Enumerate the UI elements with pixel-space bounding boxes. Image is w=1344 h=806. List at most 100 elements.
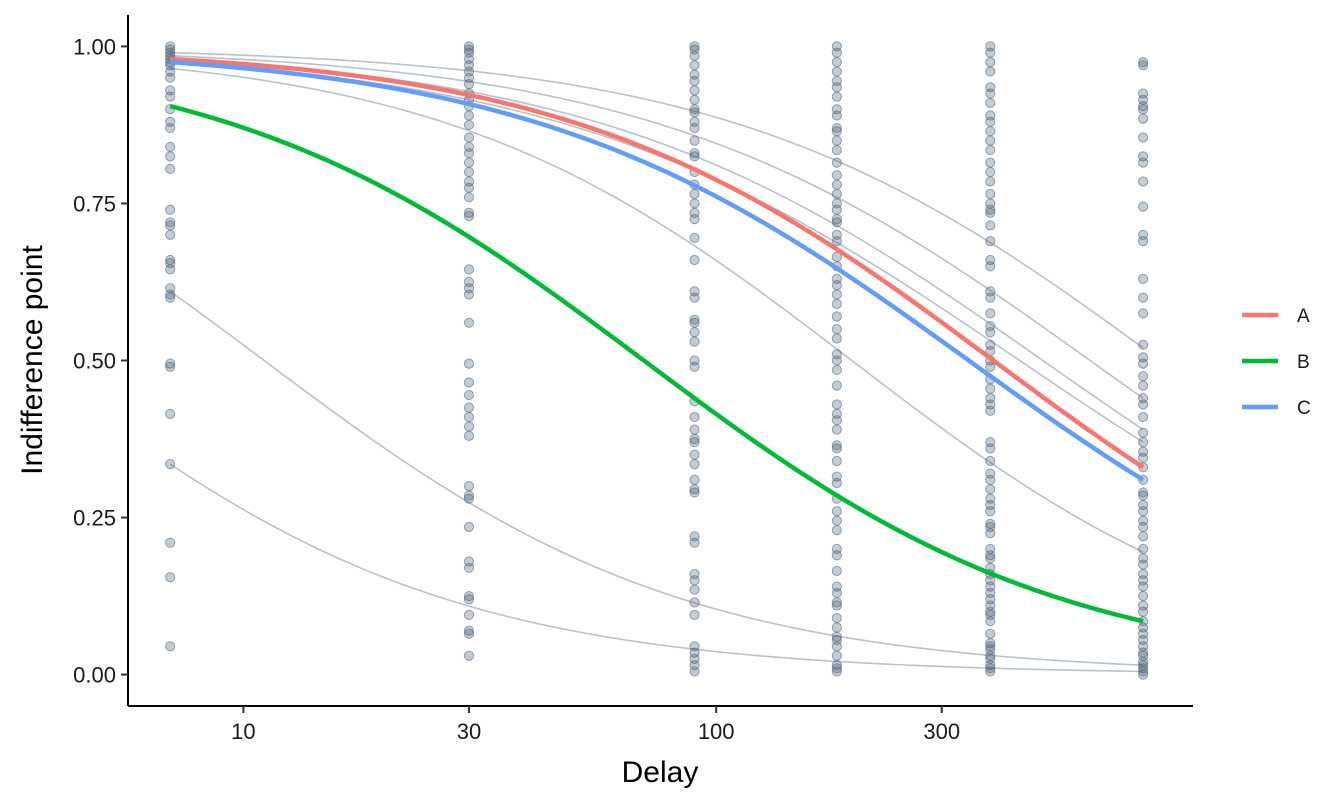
data-point [831,525,842,536]
data-point [165,289,176,300]
data-point [985,220,996,231]
data-point [1138,60,1149,71]
data-point [1138,358,1149,369]
data-point [689,327,700,338]
data-point [831,204,842,215]
data-point [985,550,996,561]
data-point [831,280,842,291]
individual-curve [170,55,1144,399]
data-point [1138,371,1149,382]
data-point [831,170,842,181]
data-point [831,355,842,366]
data-point [831,600,842,611]
data-point [689,317,700,328]
data-point [985,327,996,338]
data-point [1138,581,1149,592]
data-point [463,481,475,492]
data-point [1138,292,1149,303]
data-point [831,666,842,677]
data-point [689,94,700,105]
data-point [165,572,176,583]
data-point [463,79,475,90]
data-point [1138,531,1149,542]
data-point [831,57,842,68]
data-point [463,317,475,328]
data-point [831,66,842,77]
data-point [831,179,842,190]
data-point [831,364,842,376]
data-point [831,91,842,102]
data-point [463,148,475,159]
data-point [831,289,842,300]
data-point [1138,308,1149,319]
data-point [1138,176,1149,187]
data-point [689,188,700,200]
data-point [985,236,996,247]
data-point [165,459,176,470]
data-point [1138,157,1149,168]
data-point [831,188,842,200]
data-point [689,424,700,435]
data-point [831,622,842,633]
data-point [985,126,996,137]
data-point [985,116,996,127]
data-point [1138,590,1149,602]
data-point [463,358,475,369]
data-point [831,380,842,391]
data-point [689,60,700,71]
data-point [985,66,996,77]
data-point [831,641,842,652]
data-point [1138,201,1149,212]
y-tick-label: 0.75 [73,191,116,216]
data-point [1138,132,1149,143]
individual-curve [170,58,1144,431]
data-point [831,587,842,599]
data-point [165,220,176,231]
data-point [985,616,996,627]
data-point [831,424,842,435]
data-point [689,411,700,423]
data-point [831,47,842,58]
data-point [689,474,700,485]
data-point [831,612,842,624]
data-point [985,292,996,303]
data-point [985,663,996,674]
data-point [831,663,842,674]
data-point [463,625,475,636]
data-point [689,487,700,498]
data-point [831,122,842,134]
y-axis-title: Indifference point [16,245,49,475]
data-point [689,314,700,325]
data-point [985,144,996,156]
data-point [165,358,176,369]
data-point [689,437,700,448]
data-point [689,609,700,621]
data-point [463,411,475,423]
individual-curve [169,290,1144,666]
data-point [463,650,475,661]
data-point [689,214,700,225]
data-points [165,41,1149,680]
data-point [689,597,700,608]
data-point [689,148,700,159]
data-point [463,493,475,504]
data-point [463,609,475,621]
data-point [689,433,700,445]
data-point [689,361,700,372]
x-axis-title: Delay [622,756,699,789]
data-point [689,666,700,677]
data-point [689,122,700,134]
data-point [463,192,475,203]
data-point [165,264,176,275]
data-point [985,474,996,485]
data-point [165,204,176,215]
data-point [985,176,996,187]
data-point [1138,669,1149,680]
data-point [689,135,700,146]
data-point [165,151,176,162]
data-point [985,361,996,372]
data-point [985,443,996,454]
data-point [985,506,996,517]
data-point [463,421,475,432]
data-point [1138,437,1149,448]
